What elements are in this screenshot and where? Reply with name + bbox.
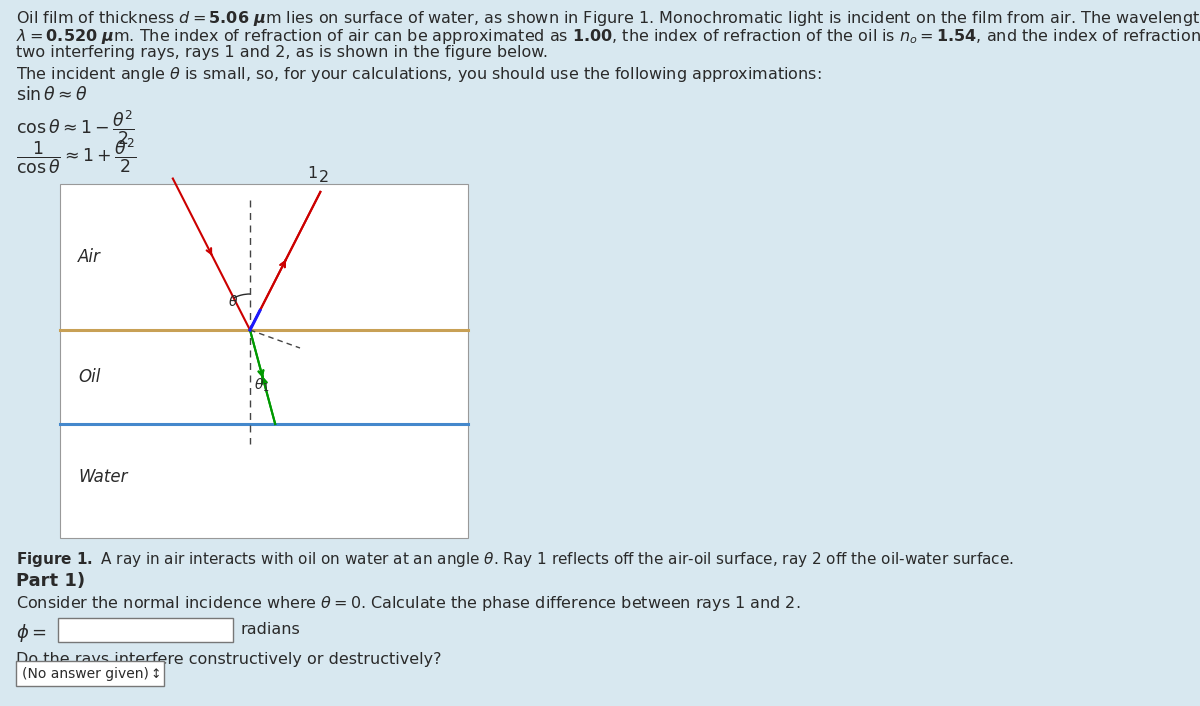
Text: Oil: Oil <box>78 368 101 386</box>
Text: Do the rays interfere constructively or destructively?: Do the rays interfere constructively or … <box>16 652 442 667</box>
Text: 2: 2 <box>319 170 330 185</box>
Text: The incident angle $\theta$ is small, so, for your calculations, you should use : The incident angle $\theta$ is small, so… <box>16 65 822 84</box>
Text: Oil film of thickness $d = \mathbf{5.06}\ \boldsymbol{\mu}$m lies on surface of : Oil film of thickness $d = \mathbf{5.06}… <box>16 9 1200 28</box>
Text: radians: radians <box>241 622 301 637</box>
Text: $\theta_1$: $\theta_1$ <box>254 376 270 394</box>
Bar <box>16 661 164 686</box>
Text: (No answer given): (No answer given) <box>22 667 149 681</box>
Text: $\lambda = \mathbf{0.520}\ \boldsymbol{\mu}$m. The index of refraction of air ca: $\lambda = \mathbf{0.520}\ \boldsymbol{\… <box>16 27 1200 46</box>
Text: Part 1): Part 1) <box>16 572 85 590</box>
Text: Water: Water <box>78 468 127 486</box>
Text: ↕: ↕ <box>151 667 161 681</box>
Text: $\theta$: $\theta$ <box>228 294 239 309</box>
Text: 1: 1 <box>307 166 318 181</box>
Bar <box>60 184 468 538</box>
Text: $\phi =$: $\phi =$ <box>16 622 47 644</box>
Text: Air: Air <box>78 248 101 266</box>
Text: $\dfrac{1}{\cos\theta} \approx 1 + \dfrac{\theta^2}{2}$: $\dfrac{1}{\cos\theta} \approx 1 + \dfra… <box>16 136 137 176</box>
Text: $\sin\theta \approx \theta$: $\sin\theta \approx \theta$ <box>16 86 88 104</box>
Text: $\mathbf{Figure\ 1.}$ A ray in air interacts with oil on water at an angle $\the: $\mathbf{Figure\ 1.}$ A ray in air inter… <box>16 550 1014 569</box>
Text: Consider the normal incidence where $\theta = 0$. Calculate the phase difference: Consider the normal incidence where $\th… <box>16 594 800 613</box>
Bar <box>58 618 233 642</box>
Text: $\cos\theta \approx 1 - \dfrac{\theta^2}{2}$: $\cos\theta \approx 1 - \dfrac{\theta^2}… <box>16 108 134 147</box>
Text: two interfering rays, rays 1 and 2, as is shown in the figure below.: two interfering rays, rays 1 and 2, as i… <box>16 45 548 60</box>
